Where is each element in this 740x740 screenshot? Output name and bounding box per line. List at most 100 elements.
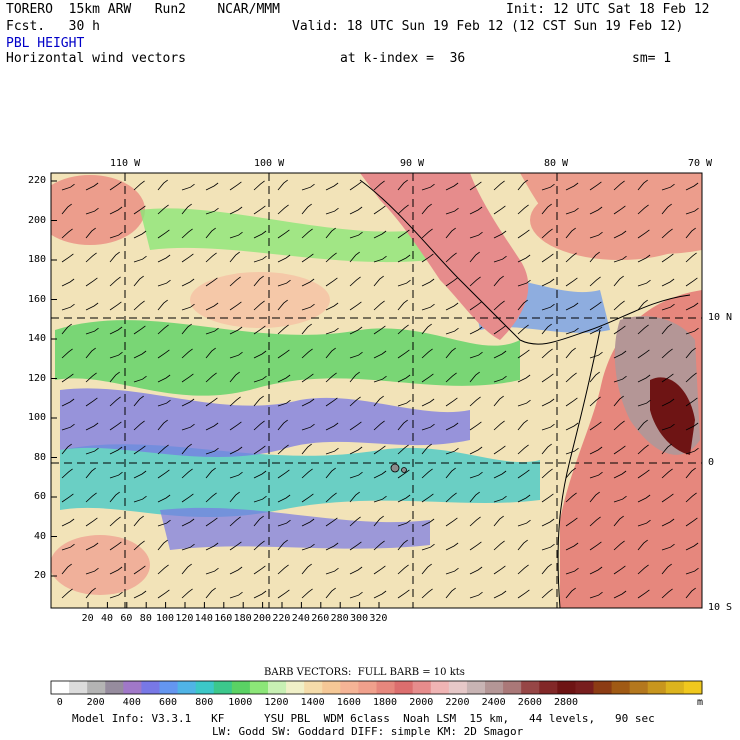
wind-barb (301, 323, 312, 335)
wind-barb (133, 275, 144, 287)
wind-barb (517, 519, 531, 527)
colorbar-cell (647, 681, 667, 694)
colorbar-cell (249, 681, 269, 694)
wind-barb (685, 182, 699, 191)
x-index-label: 160 (214, 613, 233, 624)
x-index-label: 140 (194, 613, 213, 624)
wind-barb (613, 350, 627, 359)
y-index-label: 200 (27, 214, 46, 226)
colorbar-cell (394, 681, 414, 694)
wind-barb (253, 565, 266, 575)
wind-barb (469, 276, 481, 287)
wind-barb (181, 228, 193, 239)
wind-barb (253, 470, 267, 479)
y-index-label: 140 (27, 333, 46, 344)
colorbar-label: 2000 (409, 697, 434, 708)
wind-barb (205, 347, 216, 359)
wind-barb (61, 443, 72, 455)
wind-barb (133, 590, 147, 599)
wind-barb (277, 469, 290, 479)
wind-barb (565, 447, 579, 455)
wind-barb (61, 348, 73, 359)
wind-barb (349, 231, 363, 239)
wind-barb (517, 254, 531, 263)
wind-barb (517, 229, 530, 239)
colorbar-label: 2200 (445, 697, 470, 708)
wind-barb (205, 302, 219, 311)
colorbar-cell (105, 681, 124, 694)
wind-barb (397, 374, 411, 383)
wind-barb (421, 423, 435, 431)
wind-barb (109, 231, 123, 239)
wind-barb (157, 399, 171, 407)
colorbar-label: 1400 (300, 697, 325, 708)
wind-barb (565, 542, 579, 551)
wind-barb (325, 467, 336, 479)
wind-barb (493, 230, 507, 239)
wind-barb (661, 563, 672, 575)
x-index-label: 280 (330, 613, 349, 624)
wind-barb (661, 303, 675, 311)
wind-barb (517, 324, 529, 335)
wind-barb (661, 183, 675, 191)
colorbar-cell (665, 681, 685, 694)
wind-barb (541, 203, 552, 215)
wind-barb (277, 279, 291, 287)
wind-barb (613, 515, 624, 527)
wind-barb (373, 325, 386, 335)
wind-barb (637, 494, 651, 503)
wind-barb (589, 566, 603, 575)
wind-barb (109, 446, 123, 455)
x-index-label: 240 (291, 613, 310, 624)
wind-barb (301, 518, 315, 527)
wind-barb (157, 204, 169, 215)
wind-barb (469, 446, 483, 455)
galapagos-islands (390, 463, 400, 473)
wind-barb (157, 229, 170, 239)
wind-barb (325, 182, 339, 191)
colorbar-label: 1800 (373, 697, 398, 708)
lon-label: 110 W (110, 158, 141, 169)
colorbar-cell (611, 681, 631, 694)
wind-barb (325, 492, 337, 503)
wind-barb (157, 539, 168, 551)
land-caribbean (520, 173, 702, 254)
wind-barb (541, 588, 553, 599)
wind-barb (541, 228, 553, 239)
wind-barb (661, 423, 675, 431)
colorbar-cell (485, 681, 504, 694)
wind-barb (541, 278, 555, 287)
wind-barb (61, 493, 74, 503)
wind-barb (397, 589, 410, 599)
coastline (557, 329, 601, 608)
wind-barb (229, 301, 242, 311)
wind-barb (661, 518, 675, 527)
wind-barb (469, 566, 483, 575)
wind-barb (637, 254, 651, 263)
wind-barb (517, 179, 528, 191)
x-index-label: 120 (175, 613, 194, 624)
wind-barb (61, 183, 75, 191)
wind-barb (493, 180, 505, 191)
wind-barb (373, 395, 384, 407)
x-index-label: 40 (101, 613, 114, 624)
wind-barb (397, 254, 411, 263)
wind-barb (661, 253, 674, 263)
wind-barb (277, 299, 288, 311)
wind-barb (301, 203, 312, 215)
valid-time: Valid: 18 UTC Sun 19 Feb 12 (12 CST Sun … (292, 19, 684, 34)
wind-barb (109, 566, 123, 575)
wind-barb (301, 228, 313, 239)
wind-barb (349, 566, 363, 575)
wind-barb (109, 421, 122, 431)
wind-barb (61, 588, 73, 599)
wind-barb (253, 300, 265, 311)
wind-barb (685, 422, 699, 431)
wind-barb (421, 323, 432, 335)
wind-barb (85, 587, 96, 599)
wind-barb (589, 181, 602, 191)
wind-barb (565, 492, 577, 503)
wind-barb (493, 445, 506, 455)
wind-barb (325, 372, 337, 383)
colorbar-cell (539, 681, 558, 694)
